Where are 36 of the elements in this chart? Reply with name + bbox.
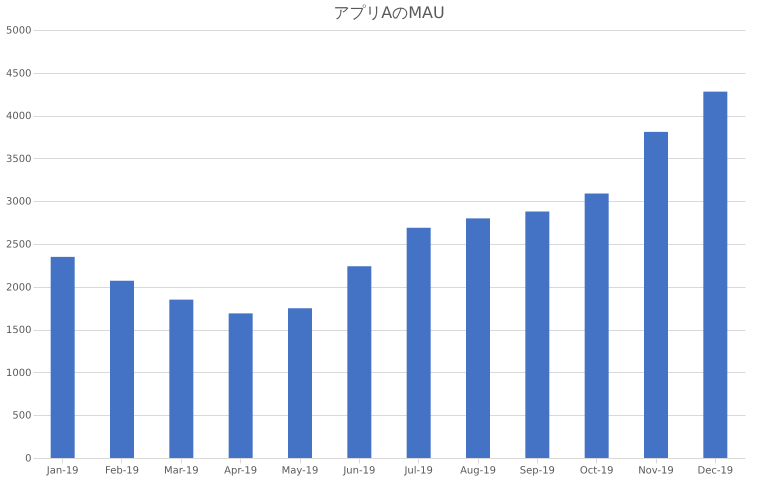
bar: [644, 132, 668, 458]
bar: [169, 300, 194, 458]
x-tick-label: Mar-19: [164, 466, 199, 476]
y-tick-label: 4500: [6, 68, 32, 80]
x-tick-label: Nov-19: [638, 466, 674, 476]
y-tick-label: 2500: [6, 240, 32, 250]
y-tick-label: 3000: [6, 196, 32, 208]
y-tick-label: 5000: [6, 26, 32, 36]
x-tick-label: Jun-19: [342, 466, 376, 476]
bar: [288, 308, 312, 458]
x-tick-label: Jul-19: [403, 466, 433, 476]
x-tick-label: Apr-19: [224, 466, 258, 476]
x-tick-label: Jan-19: [46, 466, 79, 476]
y-tick-label: 3500: [6, 154, 32, 165]
bar: [466, 218, 490, 458]
bar: [347, 266, 372, 458]
y-tick-label: 1000: [6, 368, 32, 379]
x-tick-label: Feb-19: [104, 466, 140, 476]
y-tick-label: 1500: [6, 325, 32, 336]
y-tick-label: 0: [25, 454, 32, 464]
x-tick-label: Oct-19: [580, 466, 614, 476]
chart-title: アプリAのMAU: [333, 3, 445, 22]
y-tick-label: 2000: [6, 282, 32, 294]
y-tick-label: 500: [12, 410, 32, 422]
x-tick-label: May-19: [282, 466, 318, 476]
bar: [110, 280, 134, 458]
x-tick-label: Dec-19: [697, 466, 734, 476]
x-tick-label: Sep-19: [520, 466, 555, 476]
x-tick-label: Aug-19: [460, 466, 496, 476]
bar: [584, 193, 609, 458]
bar: [406, 228, 431, 458]
bar: [50, 256, 75, 458]
bar: [525, 211, 550, 458]
y-tick-label: 4000: [6, 111, 32, 122]
bar: [703, 92, 728, 458]
bar: [228, 313, 253, 458]
